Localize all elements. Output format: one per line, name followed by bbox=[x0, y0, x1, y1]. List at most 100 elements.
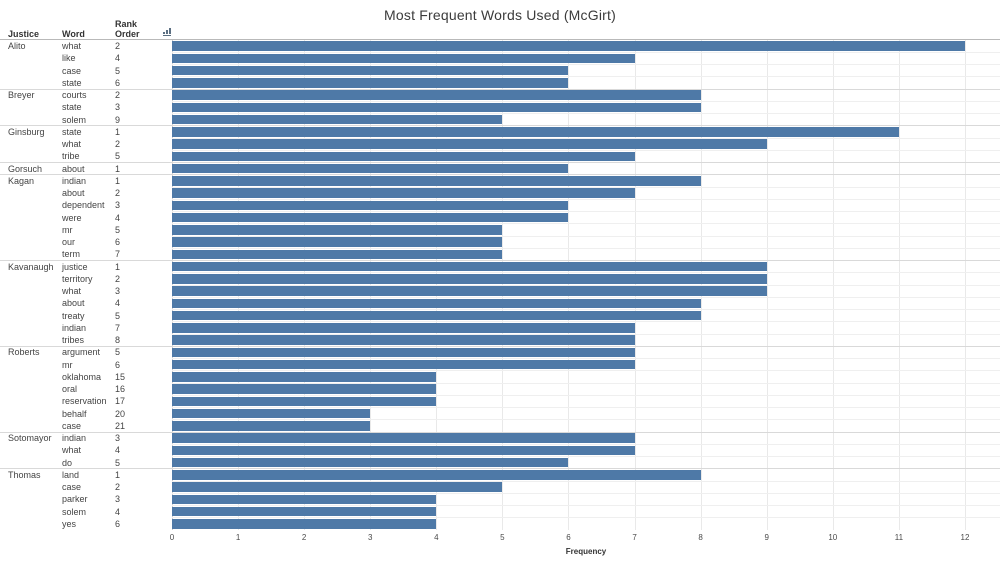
frequency-bar[interactable] bbox=[172, 286, 767, 296]
word-label: what bbox=[62, 41, 82, 51]
justice-label bbox=[0, 334, 54, 346]
frequency-bar[interactable] bbox=[172, 384, 437, 394]
frequency-bar[interactable] bbox=[172, 90, 701, 100]
justice-label bbox=[0, 297, 54, 309]
word-label: indian bbox=[62, 433, 87, 443]
justice-label bbox=[0, 273, 54, 285]
row-separator bbox=[172, 480, 1000, 482]
rank-order-value: 3 bbox=[115, 433, 121, 443]
x-axis-tick-label: 10 bbox=[828, 533, 838, 542]
frequency-bar[interactable] bbox=[172, 261, 767, 272]
frequency-bar[interactable] bbox=[172, 433, 635, 443]
table-row: case 2 bbox=[0, 481, 1000, 493]
bar-cell bbox=[172, 175, 1000, 187]
group-separator bbox=[0, 468, 1000, 470]
frequency-bar[interactable] bbox=[172, 298, 701, 309]
rank-order-value: 1 bbox=[115, 163, 121, 174]
word-label: courts bbox=[62, 90, 87, 100]
word-label: about bbox=[62, 298, 85, 309]
table-row: Gorsuch about 1 bbox=[0, 163, 1000, 175]
x-axis-tick-label: 4 bbox=[434, 533, 439, 542]
frequency-bar[interactable] bbox=[172, 249, 503, 260]
rank-order-value: 7 bbox=[115, 249, 121, 260]
frequency-bar[interactable] bbox=[172, 102, 701, 113]
frequency-bar[interactable] bbox=[172, 139, 767, 149]
frequency-bar[interactable] bbox=[172, 65, 569, 76]
word-label: oral bbox=[62, 384, 78, 394]
frequency-bar[interactable] bbox=[172, 335, 635, 345]
frequency-bar[interactable] bbox=[172, 470, 701, 480]
table-row: Sotomayor indian 3 bbox=[0, 432, 1000, 444]
frequency-bar[interactable] bbox=[172, 347, 635, 358]
justice-label bbox=[0, 212, 54, 224]
bar-cell bbox=[172, 420, 1000, 432]
justice-label: Sotomayor bbox=[8, 433, 52, 443]
table-row: Thomas land 1 bbox=[0, 469, 1000, 481]
frequency-bar[interactable] bbox=[172, 163, 569, 174]
frequency-bar[interactable] bbox=[172, 237, 503, 247]
row-separator bbox=[172, 333, 1000, 335]
frequency-bar[interactable] bbox=[172, 519, 437, 529]
frequency-bar[interactable] bbox=[172, 114, 503, 125]
rank-order-value: 5 bbox=[115, 151, 121, 162]
column-headers: Justice Word Rank Order bbox=[0, 19, 1000, 40]
frequency-bar[interactable] bbox=[172, 176, 701, 186]
frequency-bar[interactable] bbox=[172, 310, 701, 321]
row-separator bbox=[172, 64, 1000, 65]
frequency-bar[interactable] bbox=[172, 188, 635, 198]
justice-label bbox=[0, 187, 54, 199]
frequency-bar[interactable] bbox=[172, 200, 569, 211]
column-header-word[interactable]: Word bbox=[62, 29, 85, 39]
word-label: territory bbox=[62, 273, 93, 284]
frequency-bar[interactable] bbox=[172, 359, 635, 370]
frequency-bar[interactable] bbox=[172, 457, 569, 468]
rank-order-value: 2 bbox=[115, 41, 121, 51]
frequency-bar[interactable] bbox=[172, 372, 437, 382]
x-axis-tick-label: 2 bbox=[301, 533, 307, 542]
bar-cell bbox=[172, 408, 1000, 420]
word-label: mr bbox=[62, 224, 73, 235]
column-header-justice[interactable]: Justice bbox=[8, 29, 40, 39]
frequency-bar[interactable] bbox=[172, 274, 767, 284]
frequency-bar[interactable] bbox=[172, 53, 635, 64]
word-label: case bbox=[62, 482, 82, 492]
frequency-bar[interactable] bbox=[172, 225, 503, 235]
justice-label bbox=[0, 150, 54, 162]
bar-cell bbox=[172, 114, 1000, 126]
row-separator bbox=[172, 321, 1000, 323]
table-row: what 3 bbox=[0, 285, 1000, 297]
frequency-bar[interactable] bbox=[172, 127, 899, 137]
word-label: case bbox=[62, 65, 82, 76]
frequency-bar[interactable] bbox=[172, 323, 635, 333]
frequency-bar[interactable] bbox=[172, 396, 437, 407]
table-row: yes 6 bbox=[0, 518, 1000, 530]
table-row: do 5 bbox=[0, 457, 1000, 469]
frequency-bar[interactable] bbox=[172, 212, 569, 223]
x-axis-tick-label: 11 bbox=[894, 533, 904, 542]
rank-order-value: 7 bbox=[115, 322, 121, 333]
word-label: tribe bbox=[62, 151, 80, 162]
rank-order-value: 6 bbox=[115, 77, 121, 88]
justice-label bbox=[0, 114, 54, 126]
frequency-bar[interactable] bbox=[172, 482, 503, 492]
word-label: state bbox=[62, 126, 82, 137]
column-header-rank[interactable]: Rank Order bbox=[111, 19, 172, 39]
frequency-bar[interactable] bbox=[172, 445, 635, 456]
frequency-bar[interactable] bbox=[172, 408, 371, 419]
word-label: oklahoma bbox=[62, 371, 102, 382]
frequency-bar[interactable] bbox=[172, 41, 965, 51]
row-separator bbox=[172, 456, 1000, 457]
chart-title: Most Frequent Words Used (McGirt) bbox=[384, 7, 616, 23]
frequency-bar[interactable] bbox=[172, 506, 437, 517]
frequency-bar[interactable] bbox=[172, 78, 569, 88]
frequency-bar[interactable] bbox=[172, 151, 635, 162]
group-separator bbox=[0, 88, 1000, 90]
frequency-bar[interactable] bbox=[172, 421, 371, 431]
word-label: tribes bbox=[62, 335, 85, 345]
x-axis-tick-label: 9 bbox=[764, 533, 769, 542]
bar-cell bbox=[172, 395, 1000, 407]
frequency-bar[interactable] bbox=[172, 494, 437, 505]
row-separator bbox=[172, 223, 1000, 225]
sort-ascending-icon[interactable] bbox=[163, 28, 172, 38]
row-separator bbox=[172, 296, 1000, 298]
